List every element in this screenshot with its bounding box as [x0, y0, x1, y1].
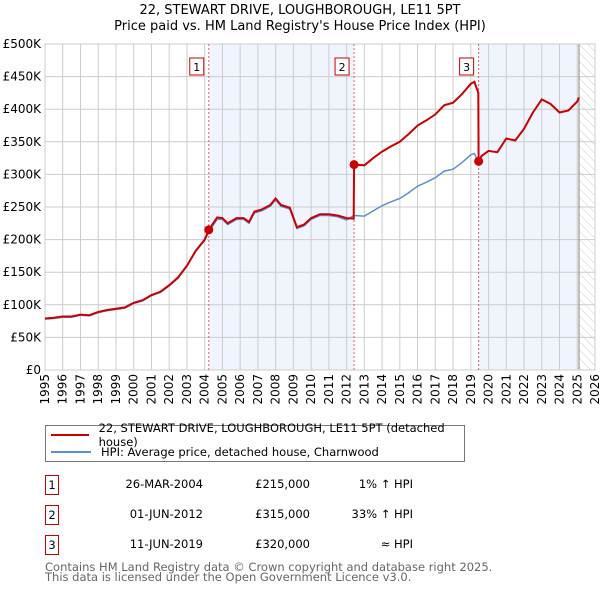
sale-point [349, 160, 359, 170]
x-tick-label: 2000 [127, 374, 141, 405]
y-tick-label: £300K [3, 167, 43, 181]
x-tick-label: 1999 [109, 374, 123, 405]
annotation-box [189, 57, 205, 76]
transaction-hpi: ≈ HPI [380, 537, 413, 551]
transaction-number: 2 [45, 505, 59, 525]
x-tick-label: 2001 [144, 374, 158, 405]
x-tick-label: 2019 [464, 374, 478, 405]
x-tick-label: 2007 [251, 374, 265, 405]
annotation-box [459, 57, 475, 76]
y-tick-label: £0 [26, 363, 41, 377]
transaction-hpi: 1% ↑ HPI [358, 477, 413, 491]
x-tick-label: 2005 [215, 374, 229, 405]
sale-point [204, 225, 214, 235]
x-tick-label: 1996 [56, 374, 70, 405]
transaction-date: 11-JUN-2019 [129, 537, 203, 551]
x-tick-label: 2026 [588, 374, 600, 405]
x-tick-label: 2017 [428, 374, 442, 405]
transaction-date: 01-JUN-2012 [129, 507, 203, 521]
x-tick-label: 2009 [286, 374, 300, 405]
legend: 22, STEWART DRIVE, LOUGHBOROUGH, LE11 5P… [45, 421, 465, 462]
x-tick-label: 2011 [322, 374, 336, 405]
y-tick-label: £250K [3, 200, 43, 214]
y-tick-label: £400K [3, 102, 43, 116]
y-tick-label: £350K [3, 135, 43, 149]
transaction-number: 1 [45, 475, 59, 495]
x-tick-label: 2006 [233, 374, 247, 405]
y-tick-label: £450K [3, 70, 43, 84]
x-tick-label: 2021 [499, 374, 513, 405]
x-tick-label: 2013 [357, 374, 371, 405]
price-chart: 1995 1996 1997 1998 1999 2000 2001 2002 2003 2004… [3, 37, 600, 405]
x-tick-label: 2024 [553, 374, 567, 405]
y-tick-label: £150K [3, 265, 43, 279]
annotation-box [334, 57, 350, 76]
legend-item-hpi: HPI: Average price, detached house, Char… [51, 444, 379, 460]
x-tick-label: 2018 [446, 374, 460, 405]
x-tick-label: 2025 [570, 374, 584, 405]
annotation-label: 1 [193, 61, 200, 74]
legend-line-blue [51, 451, 91, 453]
transaction-price: £315,000 [255, 507, 310, 521]
chart-subtitle: Price paid vs. HM Land Registry's House … [114, 19, 486, 34]
x-tick-label: 2020 [482, 374, 496, 405]
transaction-price: £320,000 [255, 537, 310, 551]
sale-point [474, 156, 484, 166]
x-tick-label: 2002 [162, 374, 176, 405]
x-tick-label: 2023 [535, 374, 549, 405]
transaction-row: 2 01-JUN-2012 £315,000 33% ↑ HPI [45, 505, 465, 525]
footer-copyright: Contains HM Land Registry data © Crown c… [45, 560, 493, 574]
x-tick-label: 2016 [411, 374, 425, 405]
x-tick-label: 2014 [375, 374, 389, 405]
annotation-label: 3 [463, 61, 470, 74]
footer-licence: This data is licensed under the Open Gov… [45, 570, 412, 584]
transaction-date: 26-MAR-2004 [125, 477, 203, 491]
y-tick-label: £500K [3, 37, 43, 51]
transaction-hpi: 33% ↑ HPI [351, 507, 413, 521]
x-tick-label: 1998 [91, 374, 105, 405]
x-tick-label: 2008 [269, 374, 283, 405]
annotation-label: 2 [339, 61, 346, 74]
y-tick-label: £100K [3, 298, 43, 312]
x-tick-label: 2003 [180, 374, 194, 405]
transaction-number: 3 [45, 535, 59, 555]
x-tick-label: 2004 [198, 374, 212, 405]
transaction-price: £215,000 [255, 477, 310, 491]
legend-label: 22, STEWART DRIVE, LOUGHBOROUGH, LE11 5P… [98, 421, 445, 449]
x-tick-label: 2010 [304, 374, 318, 405]
x-tick-label: 2012 [340, 374, 354, 405]
legend-label: HPI: Average price, detached house, Char… [101, 445, 379, 459]
chart-title: 22, STEWART DRIVE, LOUGHBOROUGH, LE11 5P… [139, 3, 461, 18]
transaction-row: 3 11-JUN-2019 £320,000 ≈ HPI [45, 535, 465, 555]
legend-item-property: 22, STEWART DRIVE, LOUGHBOROUGH, LE11 5P… [51, 421, 464, 449]
x-tick-label: 2015 [393, 374, 407, 405]
x-tick-label: 2022 [517, 374, 531, 405]
plot-border [44, 43, 596, 371]
legend-line-red [51, 434, 89, 436]
y-tick-label: £50K [10, 330, 42, 344]
transaction-row: 1 26-MAR-2004 £215,000 1% ↑ HPI [45, 475, 465, 495]
x-tick-label: 1997 [73, 374, 87, 405]
y-tick-label: £200K [3, 233, 43, 247]
x-tick-label: 1995 [38, 374, 52, 405]
property-price-line [44, 80, 580, 320]
